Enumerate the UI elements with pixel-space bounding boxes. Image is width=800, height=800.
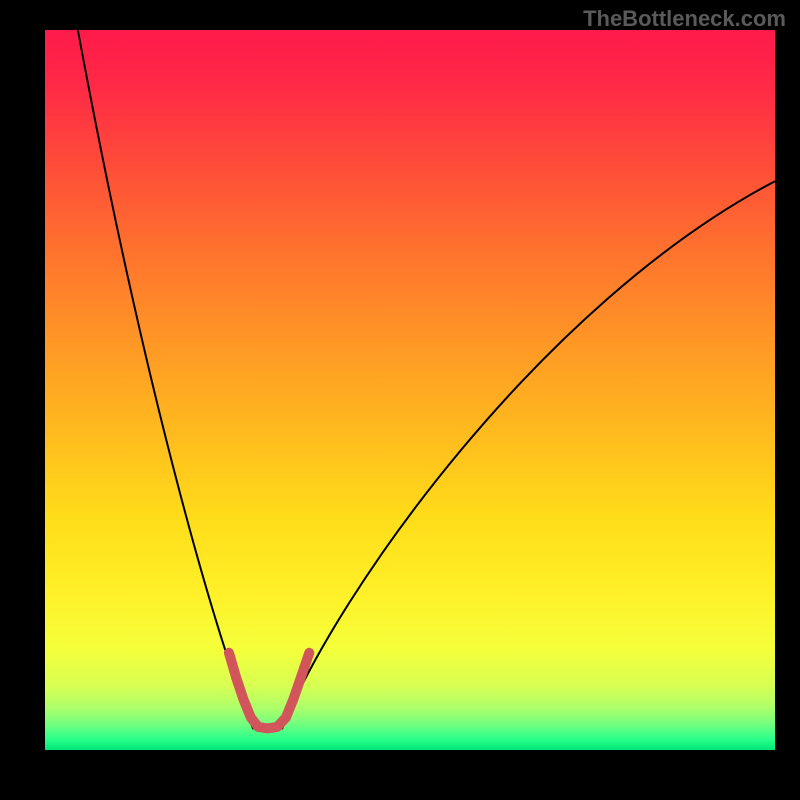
- curve-layer: [45, 30, 775, 750]
- bottleneck-curve: [78, 30, 775, 728]
- plot-area: [45, 30, 775, 750]
- highlight-segment: [229, 653, 309, 729]
- watermark-text: TheBottleneck.com: [583, 6, 786, 32]
